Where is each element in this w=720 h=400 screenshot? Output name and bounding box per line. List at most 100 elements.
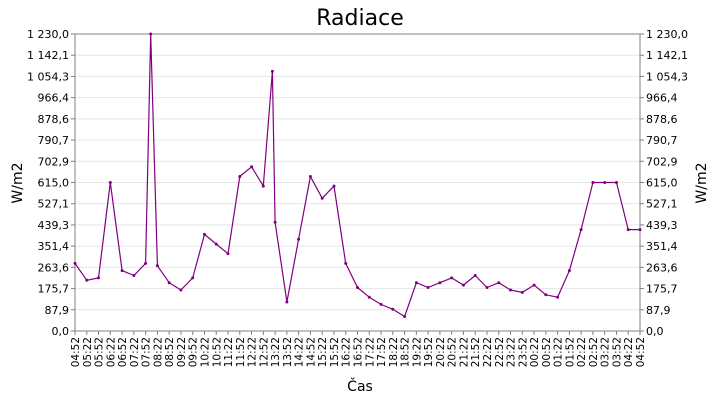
x-tick-label: 08:22 [152, 337, 164, 367]
data-point [308, 175, 312, 178]
data-point [214, 242, 218, 246]
x-tick-label: 06:22 [105, 337, 117, 367]
x-tick-label: 14:52 [305, 337, 317, 367]
y-tick-label-right: 1 054,3 [646, 70, 688, 83]
y-tick-label-right: 1 142,1 [646, 49, 688, 62]
data-point [149, 32, 153, 36]
data-point [85, 278, 89, 282]
y-tick-label-left: 0,0 [52, 325, 70, 338]
data-point [250, 165, 254, 169]
data-point [638, 228, 642, 232]
data-point [497, 281, 501, 285]
data-point [509, 288, 512, 292]
x-tick-label: 07:22 [129, 337, 141, 367]
x-tick-label: 04:52 [70, 337, 82, 367]
data-point [179, 288, 183, 292]
x-tick-label: 05:22 [82, 337, 94, 367]
x-tick-label: 04:52 [635, 337, 647, 367]
data-point [108, 181, 112, 184]
y-tick-label-right: 351,4 [646, 240, 678, 253]
x-tick-label: 05:52 [94, 337, 106, 367]
y-tick-label-right: 175,7 [646, 283, 678, 296]
y-tick-label-left: 790,7 [38, 134, 70, 147]
y-tick-label-right: 966,4 [646, 92, 678, 105]
x-tick-label: 04:22 [623, 337, 635, 367]
x-tick-label: 09:22 [176, 337, 188, 367]
data-point [97, 276, 100, 280]
data-point [273, 220, 277, 224]
x-tick-label: 23:22 [506, 337, 518, 367]
x-tick-label: 20:22 [435, 337, 447, 367]
x-tick-label: 13:52 [282, 337, 294, 367]
x-tick-label: 17:22 [364, 337, 376, 367]
y-tick-label-right: 87,9 [646, 304, 671, 317]
x-tick-label: 12:22 [247, 337, 259, 367]
data-point [544, 293, 548, 297]
data-point [403, 315, 407, 318]
y-tick-label-right: 263,6 [646, 261, 678, 274]
data-point [270, 69, 274, 73]
data-point [461, 283, 465, 287]
x-tick-label: 01:52 [564, 337, 576, 367]
x-tick-label: 09:52 [188, 337, 200, 367]
data-point [426, 286, 430, 289]
y-tick-label-right: 615,0 [646, 177, 678, 190]
x-tick-label: 16:52 [353, 337, 365, 367]
y-tick-label-left: 878,6 [38, 113, 70, 126]
x-tick-label: 23:52 [517, 337, 529, 367]
data-point [155, 264, 159, 268]
data-point [356, 286, 359, 289]
x-tick-label: 19:22 [411, 337, 423, 367]
data-point [591, 181, 595, 184]
x-tick-label: 10:22 [199, 337, 211, 367]
data-point [320, 196, 324, 200]
x-tick-label: 11:22 [223, 337, 235, 367]
y-tick-label-right: 790,7 [646, 134, 678, 147]
x-tick-label: 13:22 [270, 337, 282, 367]
left-y-axis: 0,0 87,9 175,7 263,6 351,4 439,3 527,1 615,0 702… [27, 28, 75, 338]
x-tick-label: 03:22 [600, 337, 612, 367]
x-tick-label: 15:52 [329, 337, 341, 367]
data-point [191, 276, 195, 280]
y-tick-label-right: 439,3 [646, 219, 678, 232]
data-point [226, 252, 230, 256]
x-axis-title: Čas [347, 377, 373, 395]
x-tick-label: 03:52 [611, 337, 623, 367]
x-tick-label: 17:52 [376, 337, 388, 367]
x-tick-label: 16:22 [341, 337, 353, 367]
data-point [144, 261, 148, 265]
x-tick-label: 21:52 [470, 337, 482, 367]
data-point [603, 181, 607, 184]
data-point [73, 261, 77, 265]
x-tick-label: 00:22 [529, 337, 541, 367]
y-axis-title-left: W/m2 [10, 162, 26, 203]
x-tick-label: 12:52 [258, 337, 270, 367]
data-point [297, 237, 301, 241]
x-tick-label: 11:52 [235, 337, 247, 367]
data-point [391, 307, 395, 311]
series-layer [73, 32, 642, 318]
y-tick-label-left: 439,3 [38, 219, 70, 232]
data-point [120, 269, 124, 273]
data-point [567, 269, 571, 273]
data-point [238, 175, 242, 178]
x-tick-label: 10:52 [211, 337, 223, 367]
y-tick-label-left: 527,1 [38, 198, 70, 211]
y-tick-label-right: 0,0 [646, 325, 664, 338]
data-point [626, 228, 630, 232]
y-tick-label-left: 351,4 [38, 240, 70, 253]
data-point [132, 274, 136, 277]
y-tick-label-left: 1 054,3 [27, 70, 69, 83]
x-tick-label: 22:22 [482, 337, 494, 367]
data-point [167, 281, 171, 285]
y-tick-label-left: 966,4 [38, 92, 70, 105]
x-tick-label: 02:22 [576, 337, 588, 367]
y-tick-label-right: 527,1 [646, 198, 678, 211]
x-tick-label: 07:52 [141, 337, 153, 367]
y-tick-label-left: 1 230,0 [27, 28, 69, 41]
data-point [520, 290, 524, 294]
x-tick-label: 18:22 [388, 337, 400, 367]
data-point [438, 281, 442, 285]
data-point [367, 295, 371, 299]
